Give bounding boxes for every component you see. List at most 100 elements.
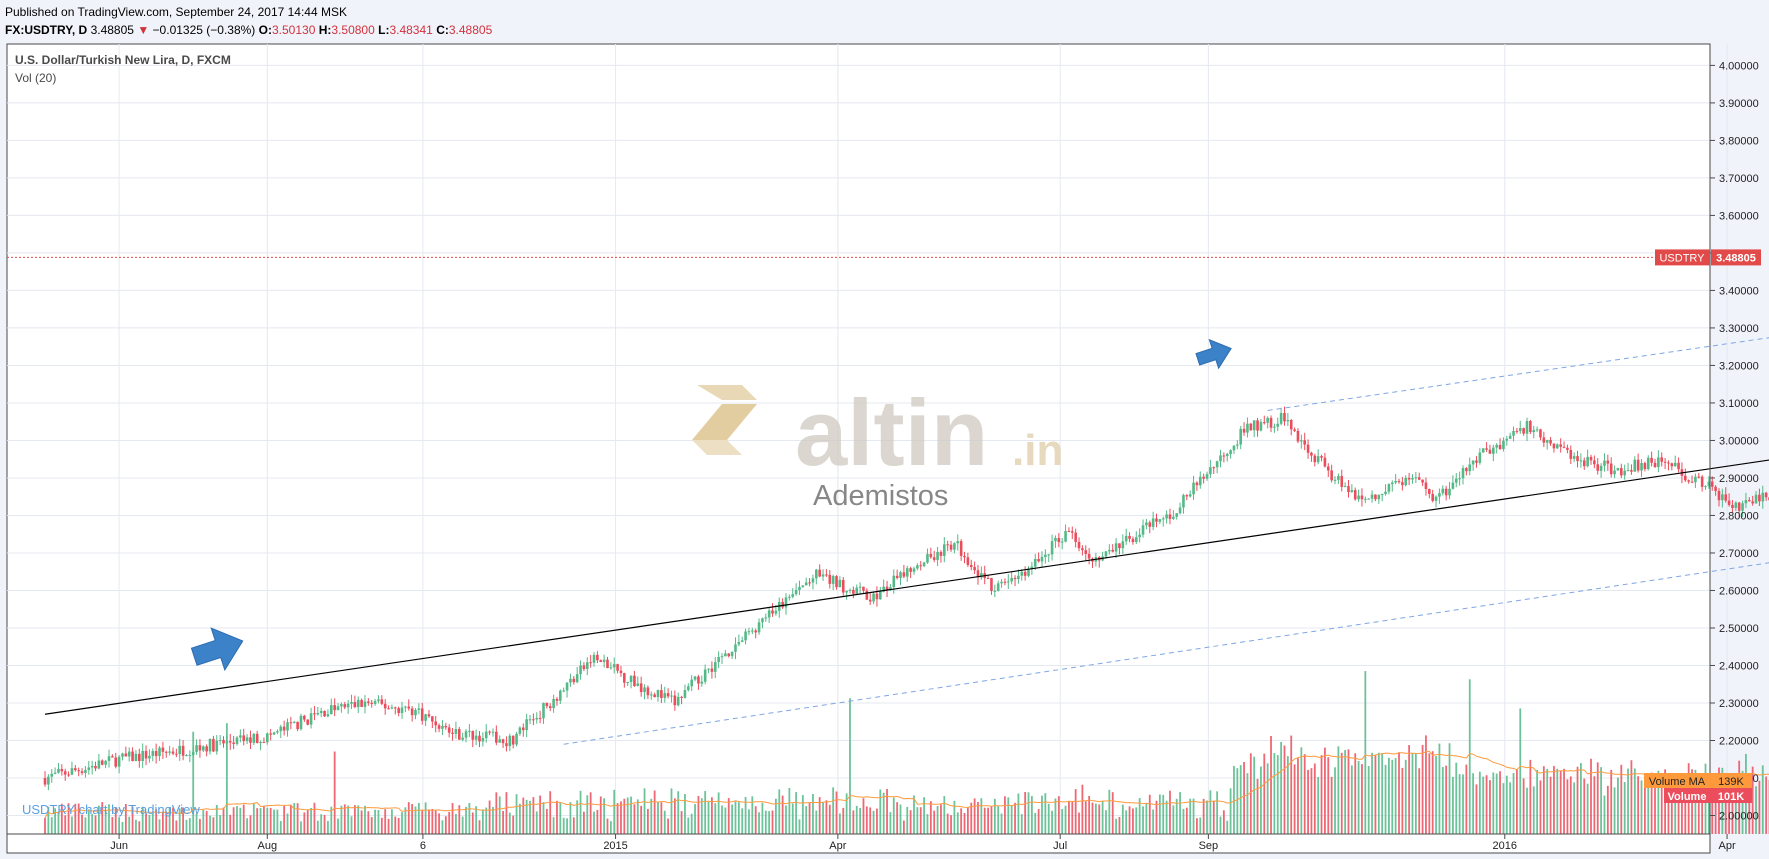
candle-body	[912, 568, 916, 572]
volume-bar	[384, 809, 387, 834]
candle-body	[1613, 470, 1616, 475]
candle-body	[1545, 439, 1549, 443]
candle-body	[1704, 486, 1707, 488]
volume-bar	[124, 803, 127, 834]
blue-arrow-icon	[190, 627, 244, 672]
candle-body	[1182, 495, 1185, 508]
volume-bar	[1465, 764, 1468, 834]
candle-body	[794, 589, 798, 595]
candle-body	[313, 713, 316, 715]
volume-bar	[84, 817, 87, 834]
volume-bar	[455, 813, 457, 834]
candle-body	[1407, 477, 1411, 480]
volume-bar	[828, 804, 831, 834]
volume-bar	[569, 802, 572, 834]
volume-bar	[1489, 780, 1491, 834]
volume-bar	[650, 798, 653, 834]
volume-bar	[1697, 786, 1700, 834]
volume-bar	[1613, 787, 1616, 834]
candle-body	[666, 693, 670, 697]
volume-bar	[1337, 746, 1340, 834]
candle-body	[1202, 476, 1205, 479]
candle-body	[1603, 460, 1606, 466]
volume-bar	[1017, 793, 1020, 834]
candle-body	[690, 679, 693, 687]
volume-bar	[606, 818, 609, 834]
volume-bar	[892, 797, 895, 834]
candle-body	[1033, 559, 1037, 567]
candle-body	[1697, 476, 1701, 478]
candle-body	[713, 662, 717, 672]
volume-bar	[1074, 789, 1077, 834]
volume-bar	[77, 803, 80, 834]
volume-bar	[1475, 784, 1478, 834]
candle-body	[1000, 581, 1003, 584]
volume-bar	[1505, 775, 1508, 834]
candle-body	[407, 706, 411, 709]
volume-bar	[195, 813, 198, 834]
volume-bar	[135, 819, 137, 834]
candle-body	[791, 594, 795, 597]
candle-body	[1710, 481, 1714, 487]
volume-bar	[1061, 809, 1064, 834]
candle-body	[1529, 421, 1532, 433]
watermark-author: Ademistos	[813, 480, 948, 512]
candle-body	[986, 578, 990, 580]
candle-body	[764, 617, 768, 619]
volume-bar	[1542, 766, 1545, 834]
volume-bar	[451, 803, 454, 834]
candle-body	[377, 699, 380, 702]
candle-body	[1542, 437, 1546, 443]
volume-bar	[737, 802, 740, 834]
volume-bar	[1243, 762, 1245, 834]
chart-credit[interactable]: USDTRY chart by TradingView	[22, 802, 200, 817]
volume-bar	[855, 805, 858, 834]
volume-bar	[936, 806, 939, 834]
volume-bar	[1148, 794, 1151, 834]
volume-bar	[906, 806, 909, 834]
candle-body	[208, 738, 212, 752]
volume-bar	[417, 802, 420, 834]
volume-bar	[1670, 778, 1673, 834]
volume-bar	[266, 807, 269, 834]
volume-bar	[343, 804, 346, 834]
volume-bar	[175, 820, 178, 834]
volume-bar	[296, 803, 299, 834]
volume-bar	[138, 821, 141, 834]
candle-body	[892, 575, 896, 588]
volume-bar	[387, 818, 390, 834]
volume-bar	[865, 806, 868, 834]
candle-body	[1572, 456, 1576, 459]
candle-body	[1037, 559, 1040, 562]
candle-body	[1609, 463, 1613, 475]
volume-bar	[559, 802, 562, 834]
candle-body	[687, 686, 690, 691]
candle-body	[740, 640, 744, 642]
candle-body	[905, 568, 909, 577]
volume-bar	[1509, 782, 1512, 834]
volume-bar	[1367, 766, 1370, 834]
volume-bar	[249, 815, 252, 834]
volume-bar	[377, 809, 380, 834]
volume-bar	[1172, 805, 1175, 834]
candle-body	[788, 596, 791, 598]
volume-bar	[333, 751, 336, 834]
candle-body	[1444, 488, 1448, 496]
time-axis[interactable]: JunAug62015AprJulSep2016AprJulSep2017Apr…	[7, 833, 1769, 852]
volume-bar	[1344, 750, 1347, 834]
candle-body	[299, 715, 303, 730]
volume-bar	[1633, 768, 1636, 834]
volume-bar	[950, 815, 952, 834]
candle-body	[353, 702, 357, 708]
candle-body	[373, 701, 377, 704]
price-axis[interactable]: 2.000002.100002.200002.300002.400002.500…	[1709, 44, 1759, 853]
volume-bar	[1088, 795, 1091, 834]
candle-body	[367, 701, 370, 703]
volume-bar	[337, 818, 339, 834]
volume-bar	[236, 806, 238, 834]
candle-body	[565, 682, 569, 691]
volume-bar	[209, 815, 211, 834]
volume-bar	[896, 802, 899, 834]
time-tick-label: Jun	[110, 840, 128, 852]
